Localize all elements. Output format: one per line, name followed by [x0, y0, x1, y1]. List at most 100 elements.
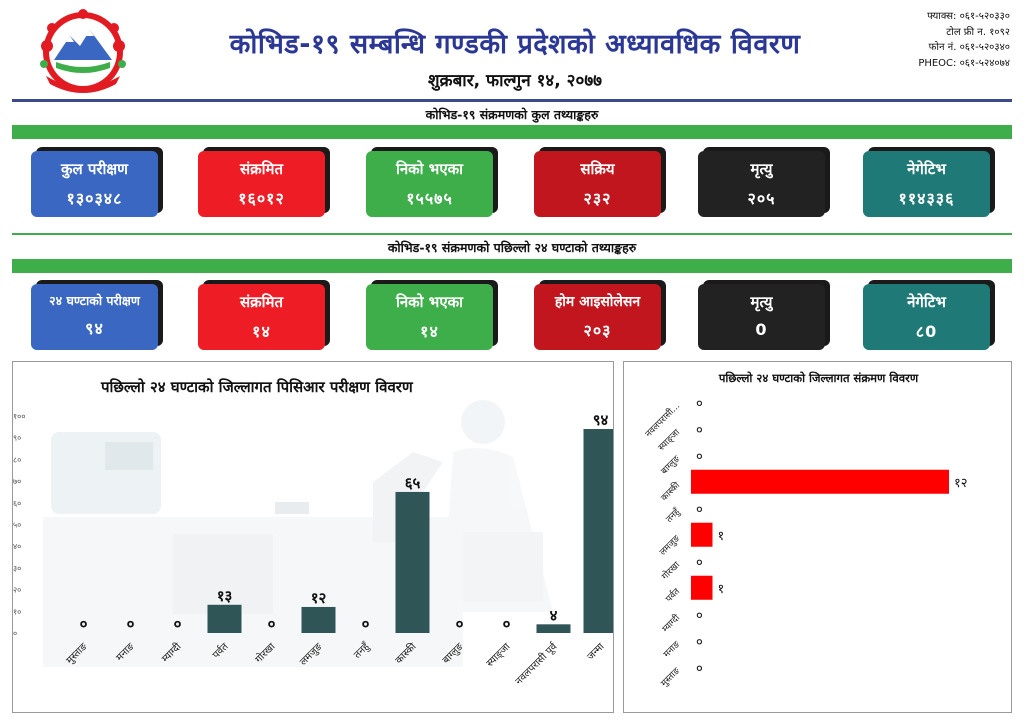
bar-value-label: ६५	[405, 474, 421, 492]
bar-value-label: ०	[456, 615, 464, 633]
category-label: पर्वत	[663, 585, 683, 605]
page-title: कोभिड-१९ सम्बन्धि गण्डकी प्रदेशको अध्याव…	[229, 29, 801, 60]
bar	[691, 469, 949, 494]
bar	[207, 604, 242, 633]
category-label: मनाङ	[662, 640, 682, 660]
card-label: संक्रमित	[239, 160, 284, 178]
card-value: १३०३४८	[66, 189, 123, 208]
card-value: ११४३३६	[898, 189, 955, 208]
card-label: २४ घण्टाको परीक्षण	[49, 293, 140, 308]
phone-number: फोन नं. ०६१-५२०३४०	[928, 42, 1010, 53]
green-divider-bar	[12, 125, 1012, 139]
category-label: गोरखा	[659, 558, 683, 582]
total-tests-card: कुल परीक्षण १३०३४८	[31, 151, 158, 217]
total-deaths-card: मृत्यु २०५	[698, 151, 825, 217]
bars	[691, 469, 949, 600]
y-tick-label: १००	[13, 412, 25, 421]
green-divider-line	[12, 233, 1012, 235]
bar-value-label: ०	[696, 555, 703, 570]
total-negative-card: नेगेटिभ ११४३३६	[863, 151, 990, 217]
card-label: कुल परीक्षण	[60, 160, 129, 178]
y-tick-label: ५०	[13, 521, 21, 530]
y-tick-label: ३०	[13, 564, 21, 573]
card-label: होम आइसोलेसन	[554, 294, 641, 310]
bar	[583, 429, 613, 633]
bar-value-label: ०	[503, 615, 511, 633]
card-label: मृत्यु	[750, 293, 773, 311]
day-infected-card: संक्रमित १४	[198, 284, 325, 350]
day-tests-card: २४ घण्टाको परीक्षण ९४	[31, 284, 158, 350]
category-label: कास्की	[658, 479, 683, 504]
bar-value-label: १	[718, 582, 725, 597]
y-tick-label: ९०	[13, 434, 21, 443]
bar-value-label: १२	[954, 476, 968, 491]
category-label: नवलपरासी पूर्व	[513, 640, 560, 687]
card-value: २०३	[583, 321, 612, 340]
card-value: २३२	[583, 189, 612, 208]
y-tick-label: ६०	[13, 499, 21, 508]
bar-value-label: ०	[696, 396, 703, 411]
pcr-test-chart-panel: ० १० २० ३० ४० ५० ६० ७० ८० ९० १०० ० ० ० १३ ० १२ ० ६५ ० ० ४ ९४ …	[12, 361, 614, 713]
category-label: म्याग्दी	[659, 611, 682, 634]
y-tick-label: ७०	[13, 477, 21, 486]
bar	[691, 575, 713, 600]
bar-value-label: ०	[127, 615, 135, 633]
total-infected-card: संक्रमित १६०१२	[198, 151, 325, 217]
day-negative-card: नेगेटिभ ८0	[863, 284, 990, 350]
bar-value-label: ९४	[593, 411, 609, 429]
category-label: बाग्लुङ	[660, 454, 683, 477]
total-recovered-card: निको भएका १५५७५	[366, 151, 493, 217]
bar-value-label: ०	[696, 608, 703, 623]
y-tick-label: ४०	[13, 542, 21, 551]
category-label: स्याङ्जा	[657, 427, 683, 453]
card-value: १४	[420, 322, 439, 341]
infection-chart-title: पछिल्लो २४ घण्टाको जिल्लागत संक्रमण विवर…	[718, 371, 919, 385]
nepal-emblem-logo	[40, 9, 126, 93]
bar-value-label: ४	[550, 606, 558, 624]
card-label: नेगेटिभ	[907, 293, 946, 311]
card-label: सक्रिय	[580, 160, 615, 178]
bars	[207, 429, 613, 633]
card-value: ८0	[915, 322, 938, 341]
bar-value-label: ०	[696, 423, 703, 438]
y-axis-labels: नवलपरासी...स्याङ्जाबाग्लुङकास्कीतनहुँलमज…	[642, 400, 683, 689]
bar-value-label: ०	[696, 502, 703, 517]
card-label: नेगेटिभ	[907, 160, 946, 178]
y-axis: ० १० २० ३० ४० ५० ६० ७० ८० ९० १००	[13, 412, 25, 638]
bar-value-label: ०	[174, 615, 182, 633]
bar	[691, 522, 713, 547]
category-label: स्याङ्जा	[485, 641, 513, 669]
report-date: शुक्रबार, फाल्गुन १४, २०७७	[427, 71, 602, 91]
bar	[301, 606, 336, 633]
pcr-chart-title: पछिल्लो २४ घण्टाको जिल्लागत पिसिआर परीक्…	[101, 378, 413, 396]
card-label: निको भएका	[395, 293, 464, 311]
card-label: निको भएका	[395, 160, 464, 178]
bar-value-label: ०	[80, 615, 88, 633]
bar-value-label: ०	[696, 449, 703, 464]
bar-value-label: ०	[696, 635, 703, 650]
pheoc-number: PHEOC: ०६१-५२४०७४	[918, 57, 1010, 69]
category-label: मुस्ताङ	[659, 666, 682, 689]
y-tick-label: १०	[13, 607, 21, 616]
category-label: तनहुँ	[663, 505, 683, 525]
card-value: ९४	[85, 319, 104, 338]
bar	[395, 491, 430, 633]
card-value: 0	[755, 320, 768, 339]
card-label: मृत्यु	[750, 160, 773, 178]
day-recovered-card: निको भएका १४	[366, 284, 493, 350]
bar-value-label: ०	[362, 615, 370, 633]
bar-value-label: १२	[311, 589, 327, 607]
lab-background-illustration	[43, 400, 553, 667]
y-tick-label: ८०	[13, 455, 21, 464]
header-divider	[12, 99, 1012, 102]
data-labels: ० ० ० १३ ० १२ ० ६५ ० ० ४ ९४	[80, 411, 609, 633]
y-tick-label: ०	[13, 629, 17, 638]
card-value: १६०१२	[238, 189, 285, 208]
card-value: १४	[252, 322, 271, 341]
card-label: संक्रमित	[239, 293, 284, 311]
toll-free-number: टोल फ्री न. १०९२	[946, 26, 1010, 38]
fax-number: फ्याक्स: ०६१-५२०३३०	[927, 11, 1010, 22]
